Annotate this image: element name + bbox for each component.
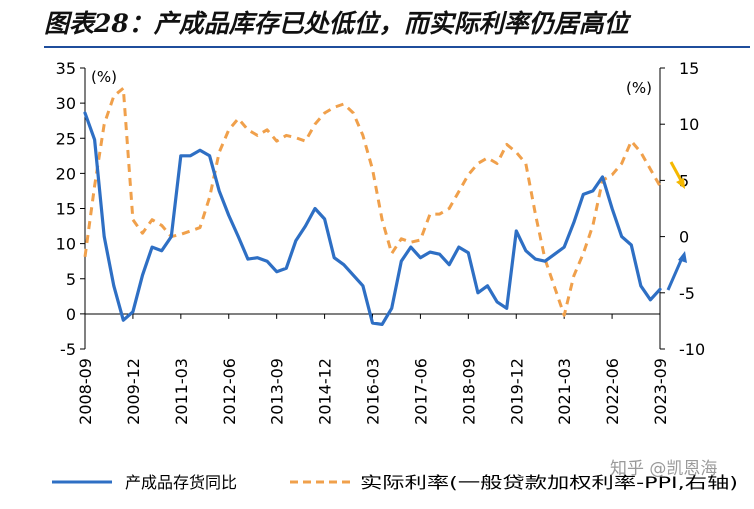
x-tick-label: 2017-06 [411,358,430,425]
x-tick-label: 2018-09 [459,358,478,425]
x-tick-label: 2022-06 [603,358,622,425]
x-tick-label: 2014-12 [316,358,335,425]
right-tick-label: -10 [679,340,705,359]
up-arrow-icon [678,251,687,263]
x-tick-label: 2021-03 [555,358,574,425]
legend-label-inventory: 产成品存货同比 [125,473,237,492]
x-tick-label: 2013-09 [268,358,287,425]
x-tick-label: 2012-06 [220,358,239,425]
left-tick-label: 15 [56,200,76,219]
title-underline [44,46,750,48]
x-tick-label: 2008-09 [76,358,95,425]
left-axis-unit: (%) [91,68,117,86]
series-line-real-rate [83,86,662,317]
watermark: 知乎 @凯恩海 [610,459,717,479]
down-arrow-icon [676,178,685,189]
right-tick-label: 15 [679,59,699,78]
left-tick-label: 35 [56,59,76,78]
right-axis-unit: (%) [626,79,652,97]
x-tick-label: 2016-03 [364,358,383,425]
series-line-inventory [83,111,662,326]
left-tick-label: 20 [56,164,76,183]
right-tick-label: 0 [679,228,689,247]
left-axis-ticks: -5 0 5 10 15 20 25 30 35 [56,59,85,359]
x-tick-label: 2023-09 [651,358,670,425]
left-tick-label: 25 [56,129,76,148]
left-tick-label: -5 [60,340,76,359]
right-tick-label: 10 [679,115,699,134]
chart-title: 图表28：产成品库存已处低位，而实际利率仍居高位 [44,9,629,38]
right-tick-label: -5 [679,284,695,303]
series-layer [83,86,662,326]
x-tick-label: 2009-12 [124,358,143,425]
left-tick-label: 30 [56,94,76,113]
decorative-arrows [666,161,687,291]
left-tick-label: 10 [56,235,76,254]
x-tick-label: 2019-12 [507,358,526,425]
left-tick-label: 0 [66,305,76,324]
axes [84,68,661,349]
legend: 产成品存货同比 实际利率(一般贷款加权利率-PPI,右轴) [52,473,738,492]
x-tick-label: 2011-03 [172,358,191,425]
legend-label-real-rate: 实际利率(一般贷款加权利率-PPI,右轴) [360,473,738,492]
x-axis-ticks: 2008-09 2009-12 2011-03 2012-06 2013-09 2014-… [76,313,670,425]
left-tick-label: 5 [66,270,76,289]
